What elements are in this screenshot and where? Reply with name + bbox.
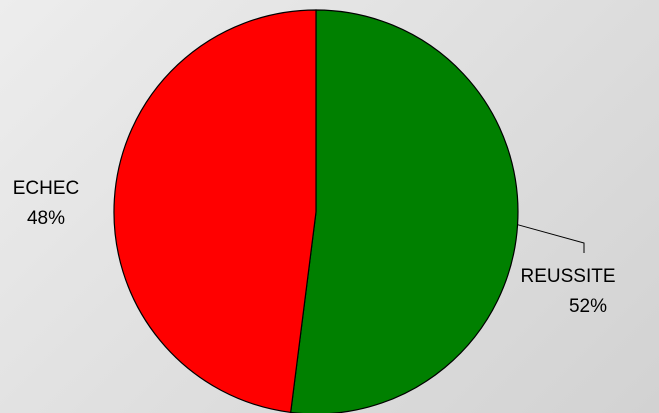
leader-line-reussite — [517, 224, 585, 253]
slice-value-label: 52% — [569, 296, 607, 317]
slice-category-label: ECHEC — [13, 178, 80, 199]
slice-value-label: 48% — [27, 208, 65, 229]
pie-slice-echec — [113, 9, 317, 413]
pie-slices — [113, 9, 519, 413]
slice-category-label: REUSSITE — [520, 266, 615, 287]
leader-lines — [517, 224, 585, 253]
slice-labels: REUSSITE 52% ECHEC 48% — [13, 178, 616, 317]
pie-slice-reussite — [290, 9, 519, 413]
